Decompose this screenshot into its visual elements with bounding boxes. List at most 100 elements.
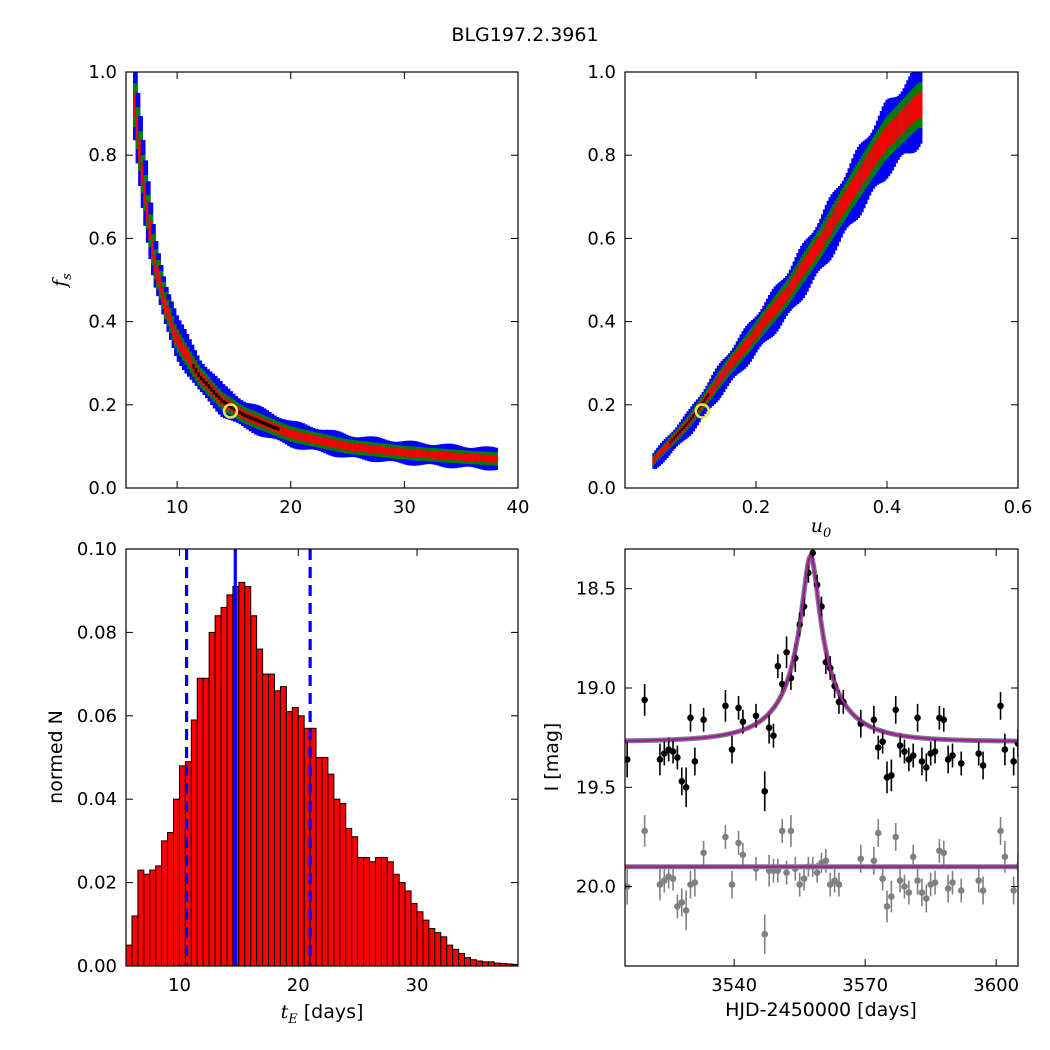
- data-point: [940, 849, 948, 857]
- density-cell: [318, 436, 324, 445]
- density-cell: [346, 442, 352, 451]
- histogram-bar: [208, 631, 216, 966]
- x-axis-label: HJD-2450000 [days]: [725, 999, 917, 1021]
- density-cell: [475, 454, 480, 462]
- density-cell: [467, 453, 473, 462]
- density-cell: [292, 430, 298, 440]
- density-cell: [261, 420, 267, 425]
- density-cell: [369, 445, 375, 453]
- data-point: [728, 881, 736, 888]
- density-cell: [266, 423, 272, 427]
- data-point: [923, 764, 930, 771]
- plot-area: [126, 549, 518, 966]
- x-tick-label: 40: [507, 497, 530, 518]
- density-cell: [328, 438, 334, 447]
- histogram-bar: [214, 615, 222, 966]
- density-cell: [482, 454, 488, 462]
- density-cell: [315, 435, 321, 445]
- data-point: [1010, 887, 1017, 894]
- data-point: [997, 827, 1004, 835]
- data-point: [949, 879, 956, 886]
- histogram-bar: [297, 715, 305, 966]
- density-cell: [392, 447, 398, 456]
- data-point: [1010, 758, 1017, 765]
- density-cell: [150, 240, 156, 259]
- axes-frame: [125, 548, 519, 967]
- data-point: [656, 881, 664, 888]
- panel-fs-vs-te: 10 20 30 40 0.0 0.2 0.4 0.6 0.8 1.0 fs: [49, 62, 529, 518]
- histogram-bar: [339, 802, 347, 966]
- density-cell: [256, 418, 262, 423]
- density-cell: [184, 347, 190, 360]
- panel-te-histogram: 10 20 30 0.00 0.02 0.04 0.06 0.08 0.10 normed N tE…: [45, 539, 519, 1027]
- density-cell: [166, 305, 172, 321]
- histogram-bar: [273, 690, 281, 966]
- density-cell: [413, 449, 419, 458]
- x-tick-label: 20: [279, 497, 302, 518]
- y-tick-label: 1.0: [88, 62, 117, 83]
- density-cell: [179, 338, 185, 352]
- data-point: [722, 702, 729, 710]
- density-cell: [202, 378, 208, 384]
- data-point: [857, 855, 865, 863]
- y-axis-label: normed N: [45, 710, 67, 804]
- data-point: [735, 704, 742, 712]
- density-cell: [488, 454, 493, 463]
- x-axis-label: u0: [811, 515, 832, 541]
- density-cell: [423, 450, 429, 459]
- histogram-bar: [392, 873, 400, 966]
- density-cell: [454, 452, 460, 461]
- density-cell: [181, 343, 187, 356]
- histogram-bar: [190, 719, 198, 966]
- density-cell: [187, 351, 192, 365]
- density-cell: [230, 405, 236, 410]
- density-cell: [397, 448, 403, 457]
- density-cell: [253, 417, 259, 422]
- density-cell: [457, 452, 462, 461]
- data-point: [752, 712, 760, 720]
- density-cell: [194, 368, 200, 374]
- y-tick-label: 18.5: [576, 579, 616, 600]
- data-point: [641, 696, 648, 704]
- data-point: [774, 662, 782, 670]
- density-cell: [379, 446, 385, 455]
- histogram-bar: [137, 869, 145, 966]
- y-tick-label: 0.0: [587, 478, 616, 499]
- density-cell: [390, 447, 396, 456]
- y-tick-label: 0.4: [88, 312, 117, 333]
- data-point: [923, 895, 930, 902]
- density-cell: [361, 444, 367, 453]
- y-tick-label: 0.4: [587, 312, 616, 333]
- density-cell: [246, 414, 251, 419]
- data-point: [722, 833, 729, 841]
- data-point: [778, 680, 786, 688]
- y-tick-label: 19.0: [576, 678, 616, 699]
- density-cell: [135, 116, 141, 140]
- density-cell: [917, 92, 923, 118]
- density-cell: [284, 427, 290, 437]
- data-point: [735, 839, 742, 847]
- x-axis-label: tE [days]: [281, 1001, 364, 1027]
- data-point: [888, 772, 895, 779]
- figure-title: BLG197.2.3961: [451, 24, 598, 46]
- density-cell: [310, 434, 316, 443]
- density-cell: [405, 449, 411, 457]
- data-point: [778, 827, 786, 835]
- y-tick-label: 0.6: [587, 228, 616, 249]
- density-cell: [477, 454, 483, 462]
- density-cell: [439, 451, 444, 460]
- histogram-bar: [333, 798, 341, 966]
- x-tick-label: 3540: [711, 975, 757, 996]
- y-tick-label: 0.10: [77, 539, 117, 560]
- density-cell: [333, 439, 339, 448]
- density-cell: [472, 453, 478, 462]
- y-tick-label: 0.06: [77, 706, 117, 727]
- histogram-bar: [149, 869, 157, 966]
- data-point: [739, 718, 747, 726]
- histogram-bar: [422, 919, 430, 966]
- data-point: [826, 881, 834, 888]
- data-point: [901, 748, 908, 755]
- plot-area: [652, 72, 923, 469]
- data-point: [874, 744, 882, 751]
